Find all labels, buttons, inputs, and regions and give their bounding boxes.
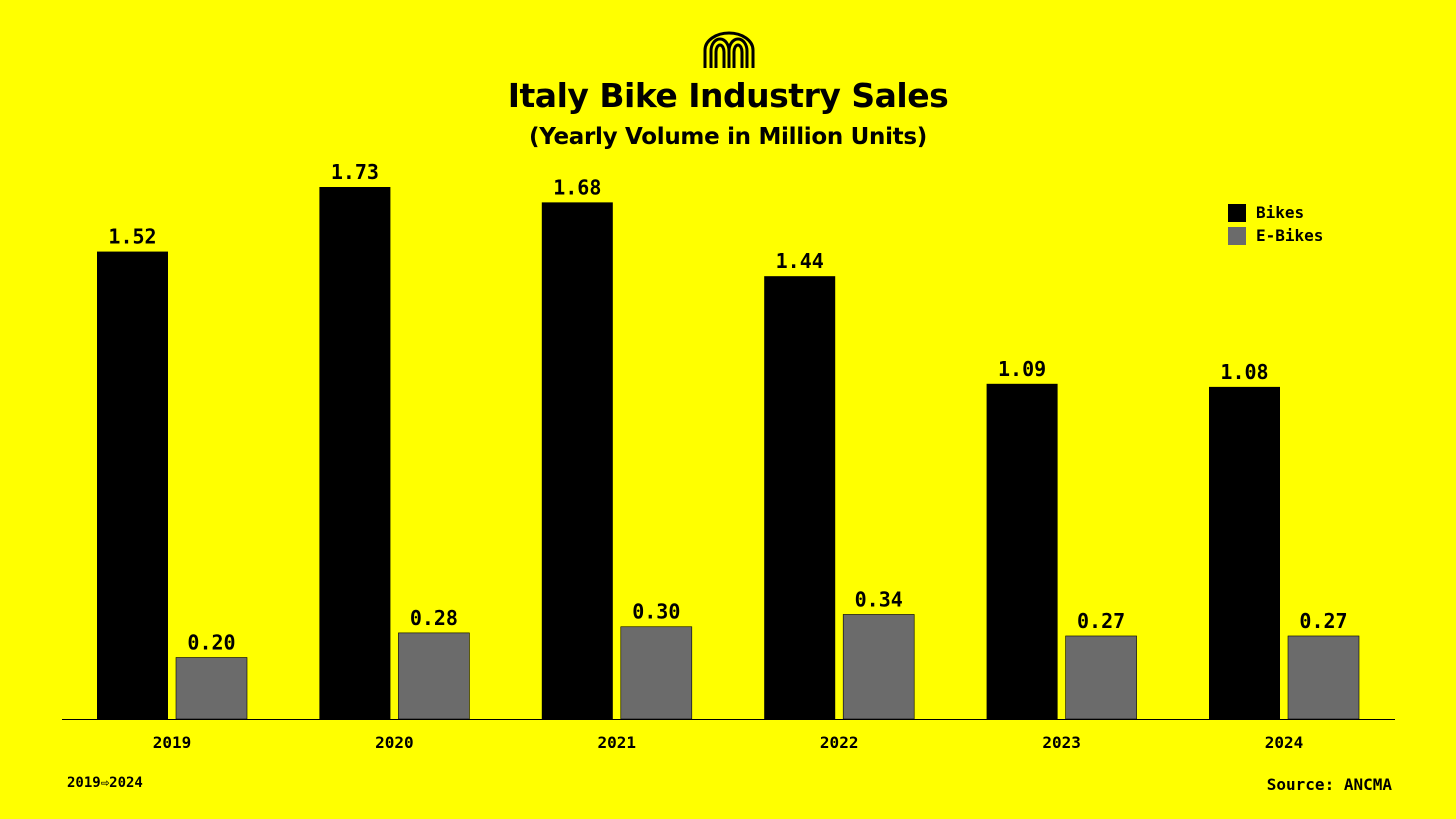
data-label-ebikes-2020: 0.28 [410,606,458,630]
data-label-ebikes-2019: 0.20 [187,630,235,654]
x-tick-label-2023: 2023 [1042,733,1081,752]
data-label-bikes-2023: 1.09 [998,357,1046,381]
bar-ebikes-2022 [842,614,915,720]
data-label-bikes-2024: 1.08 [1220,360,1268,384]
bar-bikes-2023 [986,383,1058,719]
arches-logo-icon [703,31,755,68]
data-label-ebikes-2024: 0.27 [1299,609,1347,633]
bar-ebikes-2024 [1287,635,1360,720]
bar-ebikes-2019 [175,657,248,720]
data-label-ebikes-2023: 0.27 [1077,609,1125,633]
bar-bikes-2024 [1209,386,1280,719]
bar-bikes-2022 [764,276,836,719]
chart-subtitle: (Yearly Volume in Million Units) [529,124,927,150]
legend-item-bikes: Bikes [1228,201,1323,224]
data-label-bikes-2019: 1.52 [108,225,156,249]
data-label-ebikes-2022: 0.34 [855,587,903,611]
bar-bikes-2021 [541,202,613,719]
x-tick-label-2019: 2019 [153,733,192,752]
x-tick-label-2024: 2024 [1265,733,1304,752]
data-label-ebikes-2021: 0.30 [632,600,680,624]
x-tick-label-2022: 2022 [820,733,859,752]
bar-bikes-2020 [319,187,391,719]
legend-label-bikes: Bikes [1256,203,1305,222]
bar-ebikes-2020 [398,632,470,720]
x-tick-label-2020: 2020 [375,733,414,752]
data-label-bikes-2021: 1.68 [553,175,601,199]
legend-swatch-ebikes [1228,226,1246,245]
legend-label-ebikes: E-Bikes [1256,226,1324,245]
chart-legend: Bikes E-Bikes [1228,201,1323,247]
data-label-bikes-2022: 1.44 [776,249,824,273]
bar-bikes-2019 [97,251,168,719]
x-tick-label-2021: 2021 [598,733,637,752]
bar-ebikes-2023 [1065,635,1137,720]
legend-item-ebikes: E-Bikes [1228,224,1323,247]
chart-title: Italy Bike Industry Sales [507,76,949,115]
data-label-bikes-2020: 1.73 [331,160,379,184]
source-label: Source: ANCMA [1266,775,1392,794]
legend-swatch-bikes [1228,203,1246,222]
range-label: 2019⇨2024 [67,775,143,791]
bar-ebikes-2021 [620,626,693,720]
